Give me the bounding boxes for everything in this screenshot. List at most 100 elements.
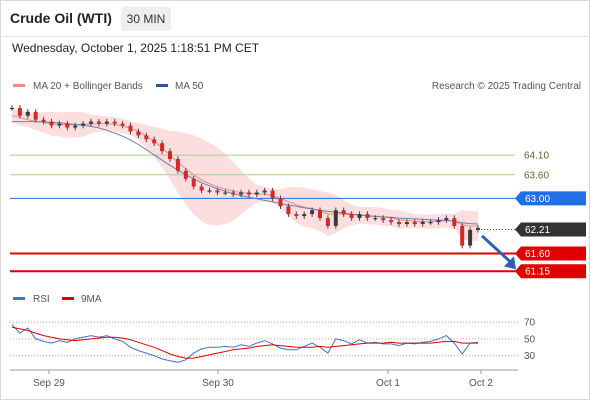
rsi-tick-label: 30 bbox=[524, 351, 536, 362]
rsi-line bbox=[11, 324, 479, 363]
candle-body bbox=[152, 139, 157, 144]
candle-body bbox=[349, 214, 354, 218]
candle-body bbox=[96, 121, 101, 124]
candle-body bbox=[41, 119, 46, 122]
candle-body bbox=[318, 210, 322, 219]
candle-body bbox=[254, 192, 259, 195]
last-price-badge bbox=[515, 222, 586, 237]
x-axis: Sep 29 Sep 30 Oct 1 Oct 2 bbox=[33, 370, 493, 389]
candle-body bbox=[460, 226, 465, 246]
rsi-tick-label: 70 bbox=[524, 318, 536, 329]
rsi-tick-label: 50 bbox=[524, 334, 536, 345]
candle-body bbox=[310, 210, 315, 215]
candle-body bbox=[89, 121, 93, 124]
candle-body bbox=[428, 222, 433, 224]
candle-body bbox=[49, 121, 54, 126]
header-bar: Crude Oil (WTI) 30 MIN bbox=[0, 0, 590, 36]
candle-body bbox=[397, 222, 401, 224]
candle-body bbox=[381, 218, 386, 221]
candle-body bbox=[325, 218, 330, 226]
candle-body bbox=[286, 206, 291, 215]
instrument-title: Crude Oil (WTI) bbox=[10, 10, 112, 26]
ma50-legend-label: MA 50 bbox=[175, 81, 204, 92]
pivot-badge-label: 63.00 bbox=[525, 194, 550, 205]
candle-body bbox=[270, 190, 275, 199]
candle-body bbox=[10, 107, 14, 110]
candle-body bbox=[81, 123, 86, 126]
rsi-legend-label: RSI bbox=[33, 294, 50, 305]
candle-body bbox=[302, 214, 307, 217]
candle-body bbox=[25, 111, 30, 116]
interval-button[interactable]: 30 MIN bbox=[121, 7, 171, 31]
candle-body bbox=[207, 190, 212, 192]
rsi-grid: 30 50 70 bbox=[10, 318, 536, 362]
resistance-label: 63.60 bbox=[524, 170, 549, 181]
candle-body bbox=[365, 214, 370, 218]
candle-body bbox=[436, 220, 441, 223]
candle-body bbox=[168, 151, 172, 160]
rsi-legend-swatch bbox=[13, 297, 25, 300]
candle-body bbox=[452, 218, 457, 226]
candle-body bbox=[294, 214, 299, 217]
candle-body bbox=[341, 210, 346, 215]
candle-body bbox=[231, 192, 236, 195]
level-lines bbox=[10, 154, 518, 273]
ma20-line bbox=[11, 115, 478, 227]
candle-body bbox=[191, 178, 196, 187]
forecast-arrow-shaft bbox=[480, 234, 514, 265]
ma20-legend-label: MA 20 + Bollinger Bands bbox=[33, 81, 143, 92]
support-badge bbox=[515, 246, 586, 261]
candle-body bbox=[199, 186, 204, 191]
candle-body bbox=[33, 111, 38, 120]
candle-body bbox=[333, 210, 338, 226]
candle-body bbox=[444, 218, 449, 221]
ma50-line bbox=[12, 121, 479, 225]
ma20-legend-swatch bbox=[13, 84, 25, 87]
rsi-ma-line bbox=[11, 326, 478, 359]
moving-averages bbox=[11, 115, 479, 227]
level-badges: 64.10 63.60 63.00 62.21 61.60 61.15 bbox=[515, 151, 586, 279]
candle-body bbox=[420, 222, 425, 224]
forecast-arrow-head bbox=[504, 256, 516, 270]
resistance-label: 64.10 bbox=[524, 151, 549, 162]
x-tick-label: Oct 2 bbox=[469, 378, 493, 389]
candle-body bbox=[278, 198, 283, 207]
candle-body bbox=[476, 227, 480, 230]
last-price-badge-label: 62.21 bbox=[525, 225, 550, 236]
candle-body bbox=[65, 123, 70, 128]
rsi-panel bbox=[11, 324, 479, 363]
candle-body bbox=[136, 131, 141, 136]
ma50-legend-swatch bbox=[156, 84, 168, 87]
candle-body bbox=[128, 125, 133, 132]
x-tick-label: Sep 29 bbox=[33, 378, 65, 389]
price-series bbox=[10, 105, 480, 249]
candle-body bbox=[120, 123, 125, 126]
candle-body bbox=[357, 214, 362, 218]
candle-body bbox=[160, 143, 165, 152]
timestamp: Wednesday, October 1, 2025 1:18:51 PM CE… bbox=[12, 41, 260, 55]
candle-body bbox=[412, 222, 417, 224]
candle-body bbox=[215, 190, 220, 193]
header-divider bbox=[0, 36, 590, 37]
candle-body bbox=[239, 192, 244, 195]
candle-body bbox=[246, 192, 251, 195]
rsi-ma-legend-label: 9MA bbox=[81, 294, 102, 305]
candle-body bbox=[404, 222, 409, 224]
support-badge-label: 61.60 bbox=[525, 249, 550, 260]
candle-body bbox=[17, 107, 22, 116]
support-badge-label: 61.15 bbox=[525, 267, 550, 278]
rsi-ma-legend-swatch bbox=[62, 297, 74, 300]
candle-body bbox=[262, 190, 267, 193]
candle-body bbox=[373, 218, 378, 220]
candle-body bbox=[175, 159, 180, 171]
candle-body bbox=[389, 220, 394, 223]
pivot-badge bbox=[515, 191, 586, 206]
candle-body bbox=[73, 125, 78, 128]
candle-body bbox=[183, 170, 188, 179]
x-tick-label: Sep 30 bbox=[202, 378, 234, 389]
candle-body bbox=[57, 123, 62, 126]
candle-body bbox=[468, 229, 473, 246]
support-badge bbox=[515, 264, 586, 279]
candle-body bbox=[104, 121, 109, 124]
